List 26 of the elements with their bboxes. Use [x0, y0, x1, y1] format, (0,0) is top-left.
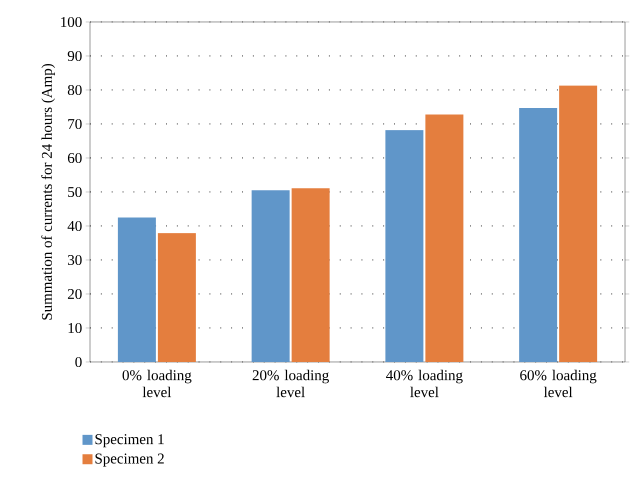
y-tick-label: 70: [68, 118, 82, 130]
y-tick-label: 0: [75, 356, 82, 368]
bar: [385, 130, 424, 362]
y-tick-label: 10: [68, 322, 82, 334]
x-tick-label: 40% loading level: [386, 370, 463, 398]
bar: [559, 86, 598, 362]
x-tick-label: 0% loading level: [122, 370, 192, 398]
y-tick-label: 30: [68, 254, 82, 266]
bar: [292, 188, 330, 362]
x-tick-label: 20% loading level: [252, 370, 329, 398]
bar: [519, 108, 558, 362]
y-tick-label: 60: [68, 152, 82, 164]
x-tick-label: 60% loading level: [520, 370, 596, 398]
y-tick-label: 20: [68, 288, 82, 300]
legend-label: Specimen 1: [95, 434, 164, 448]
bar: [118, 217, 156, 362]
bar: [158, 233, 196, 362]
y-tick-label: 50: [68, 186, 82, 198]
y-tick-label: 100: [61, 16, 82, 28]
legend-label: Specimen 2: [95, 454, 164, 467]
y-tick-label: 80: [68, 84, 82, 96]
y-tick-label: 90: [68, 50, 82, 62]
bar: [252, 190, 290, 362]
bar: [425, 114, 464, 362]
y-tick-label: 40: [68, 220, 82, 232]
y-axis-title: Summation of currents for 24 hours (Amp): [41, 64, 55, 320]
